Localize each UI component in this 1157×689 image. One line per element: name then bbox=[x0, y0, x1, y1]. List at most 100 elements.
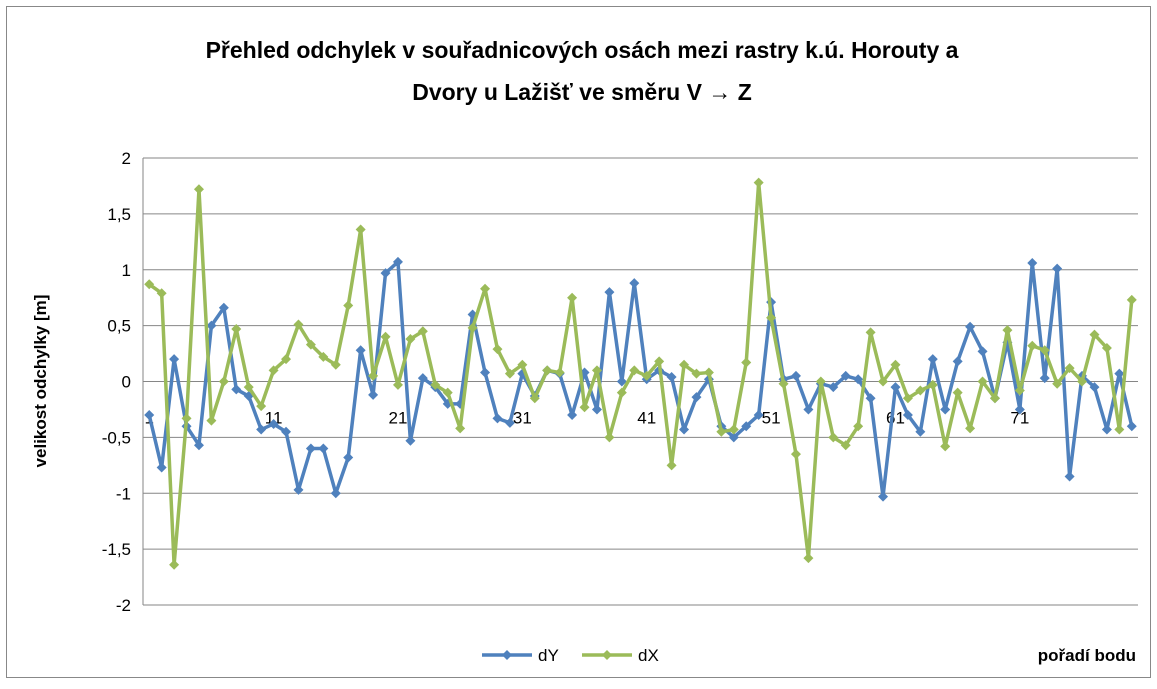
data-point bbox=[741, 421, 752, 432]
data-point bbox=[741, 357, 752, 368]
data-point bbox=[666, 372, 677, 383]
data-point bbox=[952, 356, 963, 367]
data-point bbox=[940, 441, 951, 452]
data-point bbox=[330, 488, 341, 499]
data-point bbox=[293, 484, 304, 495]
data-point bbox=[380, 331, 391, 342]
data-point bbox=[330, 359, 341, 370]
data-point bbox=[218, 376, 229, 387]
data-point bbox=[281, 426, 292, 437]
data-point bbox=[977, 376, 988, 387]
y-tick-label: -1 bbox=[116, 484, 131, 503]
legend-marker bbox=[602, 650, 612, 660]
data-point bbox=[368, 389, 379, 400]
data-point bbox=[1039, 373, 1050, 384]
data-point bbox=[156, 288, 167, 299]
data-point bbox=[728, 432, 739, 443]
data-point bbox=[256, 424, 267, 435]
data-point bbox=[368, 370, 379, 381]
data-point bbox=[430, 379, 441, 390]
data-point bbox=[1114, 424, 1125, 435]
y-axis-label: velikost odchylky [m] bbox=[31, 295, 50, 468]
y-tick-label: 1 bbox=[122, 261, 131, 280]
data-point bbox=[1089, 382, 1100, 393]
data-point bbox=[554, 367, 565, 378]
data-point bbox=[815, 376, 826, 387]
data-point bbox=[1089, 329, 1100, 340]
data-point bbox=[1064, 363, 1075, 374]
data-point bbox=[1039, 345, 1050, 356]
x-tick-label: 61 bbox=[886, 409, 905, 428]
data-point bbox=[492, 413, 503, 424]
x-axis-label: pořadí bodu bbox=[1038, 646, 1136, 665]
data-point bbox=[915, 385, 926, 396]
data-point bbox=[927, 379, 938, 390]
legend-marker bbox=[502, 650, 512, 660]
data-point bbox=[691, 392, 702, 403]
data-point bbox=[206, 320, 217, 331]
data-point bbox=[218, 302, 229, 313]
data-point bbox=[567, 292, 578, 303]
x-tick-label: 21 bbox=[389, 409, 408, 428]
data-point bbox=[865, 393, 876, 404]
data-point bbox=[268, 418, 279, 429]
data-point bbox=[492, 344, 503, 355]
data-point bbox=[455, 423, 466, 434]
data-point bbox=[641, 370, 652, 381]
data-point bbox=[629, 278, 640, 289]
data-point bbox=[853, 374, 864, 385]
data-point bbox=[753, 177, 764, 188]
data-point bbox=[965, 423, 976, 434]
x-tick-label: 11 bbox=[265, 409, 283, 428]
data-point bbox=[840, 440, 851, 451]
y-tick-label: 0 bbox=[122, 373, 131, 392]
chart-title: Přehled odchylek v souřadnicových osách … bbox=[206, 37, 959, 63]
data-point bbox=[1027, 258, 1038, 269]
y-tick-label: 1,5 bbox=[107, 205, 131, 224]
data-point bbox=[1052, 263, 1063, 274]
data-point bbox=[156, 462, 167, 473]
data-point bbox=[206, 415, 217, 426]
data-point bbox=[853, 421, 864, 432]
data-point bbox=[567, 410, 578, 421]
data-point bbox=[529, 393, 540, 404]
data-point bbox=[915, 426, 926, 437]
data-point bbox=[144, 410, 155, 421]
data-point bbox=[181, 413, 192, 424]
data-point bbox=[579, 402, 590, 413]
data-point bbox=[790, 370, 801, 381]
data-point bbox=[654, 356, 665, 367]
data-point bbox=[828, 432, 839, 443]
data-point bbox=[965, 321, 976, 332]
data-point bbox=[691, 368, 702, 379]
data-point bbox=[679, 424, 690, 435]
data-point bbox=[318, 443, 329, 454]
data-point bbox=[193, 184, 204, 195]
data-point bbox=[268, 365, 279, 376]
data-point bbox=[803, 553, 814, 564]
data-point bbox=[840, 370, 851, 381]
data-point bbox=[616, 387, 627, 398]
data-point bbox=[902, 393, 913, 404]
data-point bbox=[442, 387, 453, 398]
y-tick-label: -1,5 bbox=[102, 540, 131, 559]
data-point bbox=[144, 279, 155, 290]
data-point bbox=[305, 443, 316, 454]
data-point bbox=[629, 365, 640, 376]
data-point bbox=[355, 345, 366, 356]
data-point bbox=[355, 224, 366, 235]
data-point bbox=[604, 432, 615, 443]
y-tick-label: -2 bbox=[116, 596, 131, 615]
data-point bbox=[989, 393, 1000, 404]
data-point bbox=[231, 384, 242, 395]
x-tick-label: 71 bbox=[1010, 409, 1029, 428]
data-point bbox=[803, 404, 814, 415]
data-point bbox=[1052, 378, 1063, 389]
data-point bbox=[1027, 340, 1038, 351]
data-point bbox=[193, 440, 204, 451]
data-point bbox=[1126, 294, 1137, 305]
data-point bbox=[517, 359, 528, 370]
data-point bbox=[828, 382, 839, 393]
data-point bbox=[878, 491, 889, 502]
data-point bbox=[392, 256, 403, 267]
